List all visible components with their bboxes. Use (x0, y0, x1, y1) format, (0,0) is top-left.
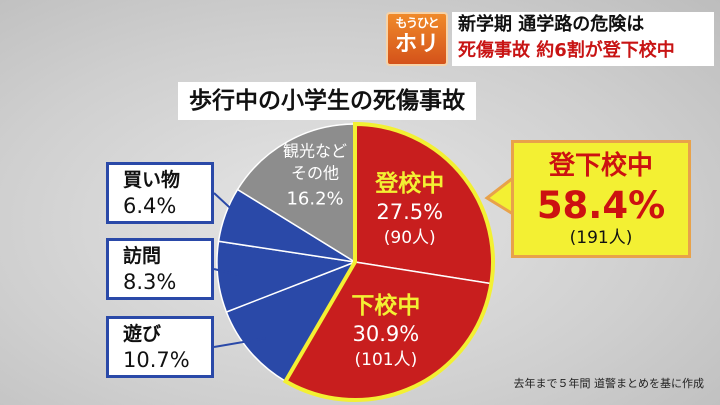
slice-label-count: (101人) (355, 350, 418, 370)
slice-play (225, 260, 357, 383)
leader-line (213, 192, 246, 223)
slice-label-name-line1: 観光など (283, 141, 347, 160)
category-percent: 10.7% (123, 348, 190, 372)
callout-count: (191人) (569, 228, 633, 248)
slice-label-count: (90人) (384, 228, 436, 248)
leader-line (213, 337, 266, 348)
category-percent: 6.4% (123, 194, 177, 218)
category-name: 遊び (123, 323, 162, 345)
slice-label-name: 下校中 (351, 292, 420, 319)
badge-bottom-text: ホリ (394, 32, 439, 57)
callout-box: 登下校中 58.4% (191人) (511, 140, 691, 258)
slice-label-name-line2: その他 (291, 163, 339, 182)
callout-name: 登下校中 (548, 151, 653, 181)
source-note: 去年まで５年間 道警まとめを基に作成 (513, 377, 705, 390)
category-box-play: 遊び 10.7% (106, 316, 214, 378)
headline-line1: 新学期 通学路の危険は (458, 14, 645, 35)
leader-line (213, 268, 239, 276)
badge-top-text: もうひと (395, 16, 439, 30)
category-percent: 8.3% (123, 270, 177, 294)
chart-title: 歩行中の小学生の死傷事故 (178, 82, 476, 120)
category-name: 訪問 (123, 245, 162, 267)
program-badge: もうひと ホリ (386, 12, 448, 66)
category-box-visit: 訪問 8.3% (106, 238, 214, 300)
category-box-shopping: 買い物 6.4% (106, 162, 214, 224)
slice-label-percent: 27.5% (376, 200, 443, 224)
slice-other (236, 123, 356, 264)
headline-line2: 死傷事故 約6割が登下校中 (458, 40, 675, 61)
slice-label-name: 登校中 (374, 170, 444, 197)
slice-label-percent: 16.2% (286, 188, 343, 209)
category-name: 買い物 (123, 169, 181, 191)
slice-label-percent: 30.9% (353, 322, 420, 346)
callout-percent: 58.4% (536, 184, 666, 227)
commute-slices-highlight (282, 121, 495, 402)
headline-box: 新学期 通学路の危険は 死傷事故 約6割が登下校中 (452, 12, 714, 66)
